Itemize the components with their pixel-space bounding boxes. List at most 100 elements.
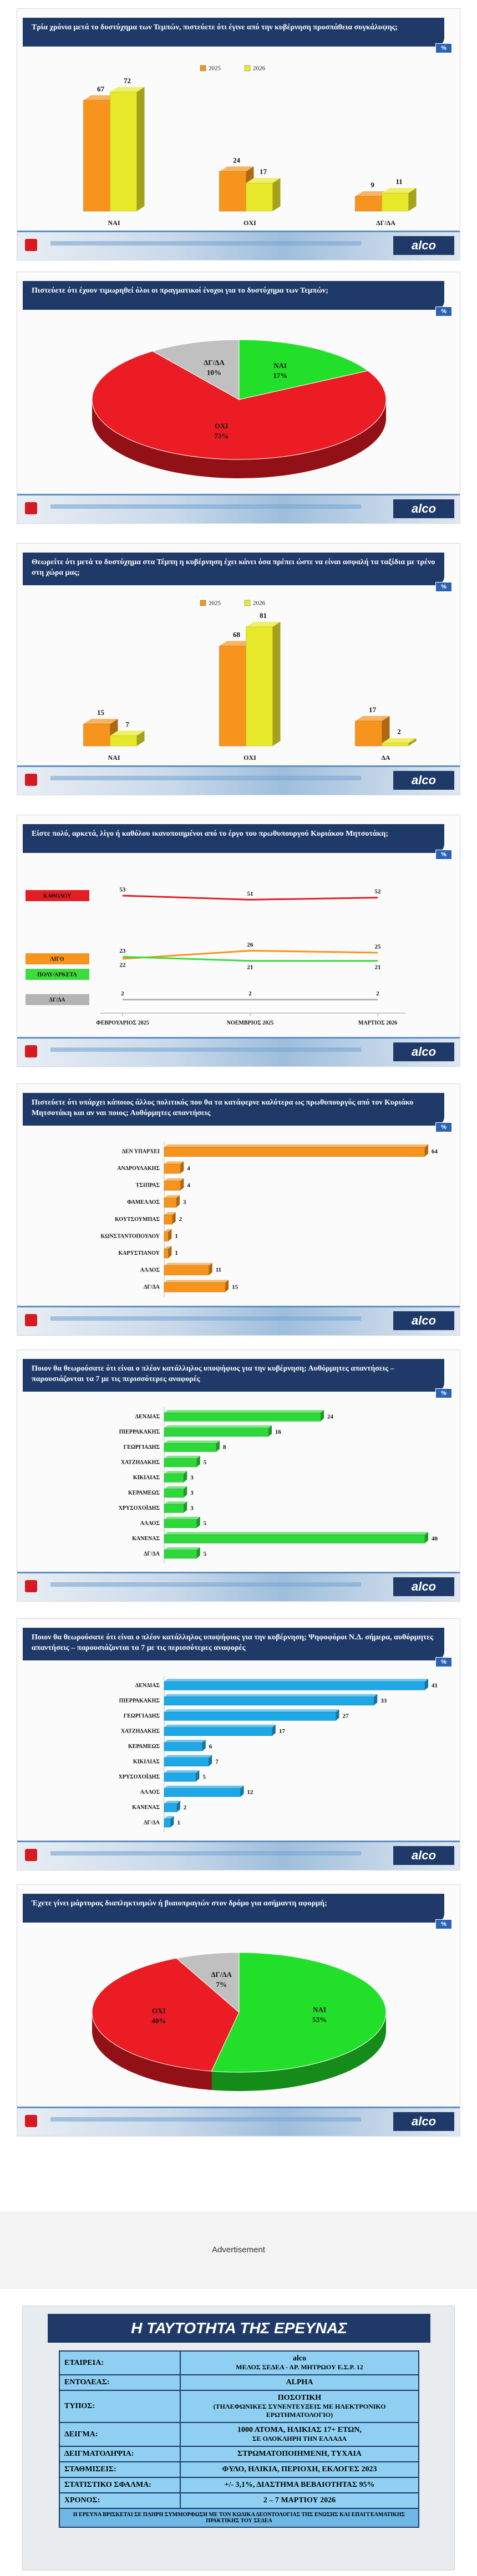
slice-value-label: 53% — [312, 2016, 327, 2024]
bar — [355, 196, 382, 212]
bar-top — [164, 1246, 172, 1249]
x-tick-label: ΝΟΕΜΒΡΙΟΣ 2025 — [227, 1020, 274, 1026]
value-label: 2 — [179, 1216, 182, 1223]
bar-top — [164, 1679, 428, 1682]
unit-tag: % — [435, 306, 452, 316]
bar-end — [225, 1280, 229, 1292]
legend-label: 2026 — [253, 600, 266, 607]
chart-title: Πιστεύετε ότι υπάρχει κάποιος άλλος πολι… — [32, 1098, 414, 1117]
y-tick-label: ΑΛΛΟΣ — [140, 1267, 160, 1273]
unit-tag: % — [435, 850, 452, 860]
footer-stripe — [50, 241, 361, 246]
bar-end — [180, 1161, 184, 1174]
y-tick-label: ΚΩΝΣΤΑΝΤΟΠΟΥΛΟΥ — [101, 1233, 160, 1239]
bar — [164, 1147, 425, 1157]
row-value-cell: ΠΟΣΟΤΙΚΗ (ΤΗΛΕΦΩΝΙΚΕΣ ΣΥΝΕΝΤΕΥΞΕΙΣ ΜΕ ΗΛΕ… — [180, 2390, 419, 2423]
line — [122, 949, 378, 960]
pie-slice — [211, 1952, 387, 2073]
value-label: 17 — [260, 167, 267, 176]
bar-end — [321, 1410, 324, 1422]
x-tick-label: ΜΑΡΤΙΟΣ 2026 — [358, 1020, 397, 1026]
bar — [164, 1803, 177, 1812]
y-tick-label: ΑΛΛΟΣ — [140, 1521, 160, 1527]
brand-logo: alco — [393, 1846, 454, 1865]
slice-value-label: 73% — [214, 432, 229, 440]
chart: 2025 2026 ΝΑΙ 67 72 ΟΧΙ 24 17 ΔΓ/ΔΑ 9 11 — [83, 65, 417, 227]
unit-tag: % — [435, 1919, 452, 1929]
value-label: 2 — [376, 990, 379, 997]
bar-end — [176, 1195, 180, 1208]
bar-top — [164, 1770, 200, 1773]
bar-end — [168, 1246, 172, 1259]
channel-icon — [25, 502, 37, 514]
slide: Ποιον θα θεωρούσατε ότι είναι ο πλέον κα… — [17, 1618, 460, 1870]
bar-side — [136, 87, 145, 211]
footer-band: alco — [17, 1037, 460, 1066]
slide: Πιστεύετε ότι έχουν τιμωρηθεί όλοι οι πρ… — [17, 272, 460, 524]
value-label: 1 — [175, 1250, 178, 1256]
bar-end — [172, 1212, 176, 1224]
brand-logo: alco — [393, 1311, 454, 1330]
value-label: 24 — [233, 156, 241, 164]
row-value: 2 – 7 ΜΑΡΤΙΟΥ 2026 — [263, 2496, 336, 2505]
bar-end — [184, 1471, 187, 1483]
y-tick-label: ΑΛΛΟΣ — [140, 1790, 160, 1796]
bar-top — [164, 1471, 187, 1474]
bar-top — [164, 1144, 428, 1147]
slice-label: ΝΑΙ — [273, 361, 287, 370]
value-label: 41 — [432, 1682, 438, 1689]
chart-title: Ποιον θα θεωρούσατε ότι είναι ο πλέον κα… — [32, 1364, 394, 1383]
table-row: ΣΤΑΘΜΙΣΕΙΣ: ΦΥΛΟ, ΗΛΙΚΙΑ, ΠΕΡΙΟΧΗ, ΕΚΛΟΓΕ… — [59, 2461, 419, 2478]
legend-label: 2025 — [209, 65, 221, 72]
x-tick-label: ΝΑΙ — [108, 754, 120, 761]
slice-label: ΟΧΙ — [215, 422, 229, 430]
bar-end — [336, 1709, 339, 1721]
bar-end — [425, 1532, 428, 1543]
bar-top — [164, 1694, 378, 1697]
bar — [164, 1428, 269, 1437]
bar — [164, 1458, 197, 1468]
legend-swatch — [244, 600, 251, 606]
y-tick-label: ΠΙΕΡΡΑΚΑΚΗΣ — [119, 1429, 160, 1435]
bar-top — [164, 1425, 272, 1428]
y-tick-label: ΚΑΡΥΣΤΙΑΝΟΥ — [118, 1250, 160, 1256]
value-label: 11 — [216, 1267, 221, 1274]
slice-value-label: 40% — [151, 2016, 166, 2025]
value-label: 9 — [371, 181, 374, 189]
line — [122, 955, 378, 962]
row-value: 1000 ΑΤΟΜΑ, ΗΛΙΚΙΑΣ 17+ ΕΤΩΝ, — [237, 2426, 362, 2434]
value-label: 5 — [204, 1551, 207, 1557]
bar-top — [83, 95, 118, 100]
bar-top — [164, 1455, 200, 1459]
bar-top — [164, 1440, 220, 1444]
row-value: ΦΥΛΟ, ΗΛΙΚΙΑ, ΠΕΡΙΟΧΗ, ΕΚΛΟΓΕΣ 2023 — [222, 2465, 377, 2473]
bar-top — [164, 1263, 212, 1266]
row-detail: ΜΕΛΟΣ ΣΕΔΕΑ - ΑΡ. ΜΗΤΡΩΟΥ Ε.Σ.Ρ. 12 — [236, 2363, 363, 2371]
bar-end — [374, 1694, 378, 1705]
y-tick-label: ΤΣΙΠΡΑΣ — [136, 1183, 160, 1189]
row-detail: ΣΕ ΟΛΟΚΛΗΡΗ ΤΗΝ ΕΛΛΑΔΑ — [252, 2435, 347, 2442]
bar-end — [268, 1425, 272, 1437]
row-value-cell: 1000 ΑΤΟΜΑ, ΗΛΙΚΙΑΣ 17+ ΕΤΩΝ, ΣΕ ΟΛΟΚΛΗΡΗ… — [180, 2422, 419, 2447]
bar — [355, 720, 382, 747]
bar — [164, 1504, 184, 1513]
footer-stripe — [50, 2117, 361, 2122]
table-row: ΤΥΠΟΣ: ΠΟΣΟΤΙΚΗ (ΤΗΛΕΦΩΝΙΚΕΣ ΣΥΝΕΝΤΕΥΞΕΙΣ … — [59, 2390, 419, 2423]
bar-top — [164, 1161, 184, 1164]
bar-top — [110, 87, 145, 92]
value-label: 23 — [120, 948, 126, 954]
footer-stripe — [50, 1047, 361, 1052]
value-label: 2 — [397, 728, 401, 736]
row-label: ΔΕΙΓΜΑΤΟΛΗΨΙΑ: — [59, 2446, 181, 2462]
y-tick-label: ΚΙΚΙΛΙΑΣ — [133, 1759, 160, 1765]
table-row: ΔΕΙΓΜΑ: 1000 ΑΤΟΜΑ, ΗΛΙΚΙΑΣ 17+ ΕΤΩΝ, ΣΕ Ο… — [59, 2422, 419, 2447]
survey-title: Η ΤΑΥΤΟΤΗΤΑ ΤΗΣ ΕΡΕΥΝΑΣ — [48, 2314, 430, 2343]
bar-top — [164, 1178, 184, 1181]
row-value-cell: ΣΤΡΩΜΑΤΟΠΟΙΗΜΕΝΗ, ΤΥΧΑΙΑ — [180, 2446, 419, 2462]
bar-end — [425, 1679, 428, 1690]
footer-stripe — [50, 1851, 361, 1856]
bar — [110, 91, 137, 212]
bar-end — [202, 1740, 206, 1751]
channel-icon — [25, 1045, 37, 1057]
